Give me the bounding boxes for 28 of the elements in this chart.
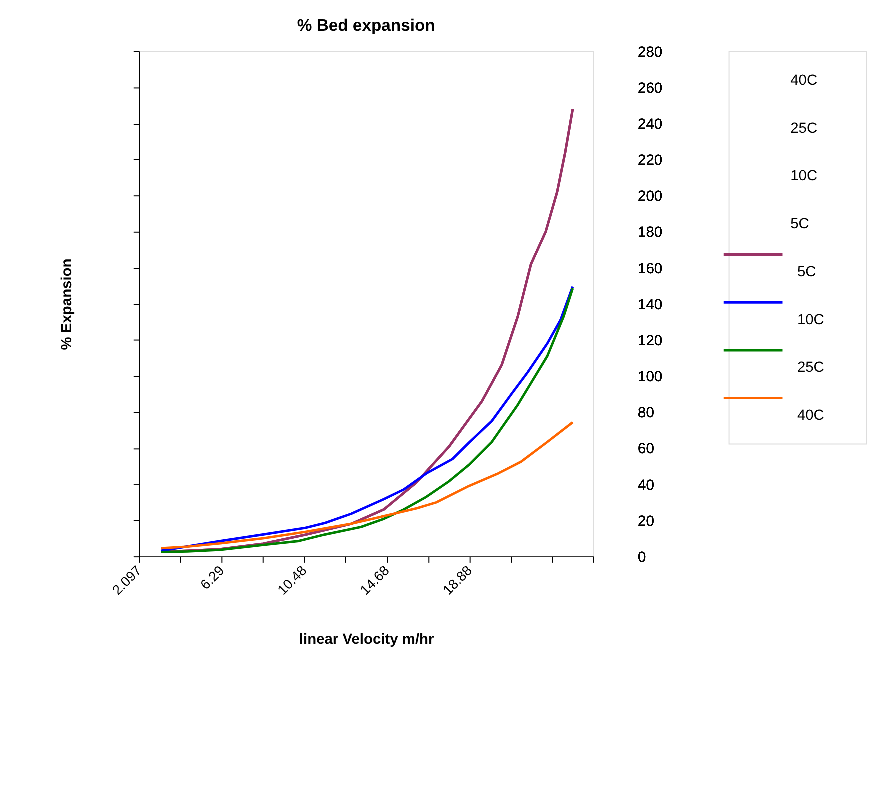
y-tick-label: 60 — [638, 442, 654, 458]
y-tick-label: 160 — [638, 261, 663, 278]
y-tick-label: 200 — [638, 189, 663, 206]
y-tick-label: 120 — [638, 333, 663, 350]
y-tick-label: 240 — [638, 116, 663, 133]
y-tick-label: 140 — [638, 297, 663, 314]
y-tick-label: 20 — [638, 514, 654, 530]
y-tick-label: 220 — [638, 153, 663, 170]
text: 5C — [797, 264, 817, 280]
y-tick-label: 80 — [638, 406, 654, 422]
y-tick-label: 280 — [638, 44, 663, 61]
y-axis-title: % Expansion — [60, 258, 76, 350]
text: 40C — [790, 73, 818, 90]
text: 10C — [797, 312, 825, 328]
text: 25C — [797, 360, 825, 376]
y-tick-label: 0 — [638, 550, 646, 566]
text: 10C — [790, 168, 818, 185]
x-axis-title: linear Velocity m/hr — [299, 632, 435, 648]
x-tick-label: 6.29 — [198, 563, 228, 593]
text: 25C — [790, 120, 818, 137]
y-tick-label: 100 — [638, 370, 663, 386]
y-tick-label: 260 — [638, 80, 663, 97]
y-tick-label: 180 — [638, 225, 663, 242]
text: 40C — [797, 408, 825, 424]
y-tick-label: 40 — [638, 478, 654, 494]
line-series — [160, 421, 574, 550]
chart-title: % Bed expansion — [297, 16, 436, 35]
text: 5C — [790, 216, 810, 233]
